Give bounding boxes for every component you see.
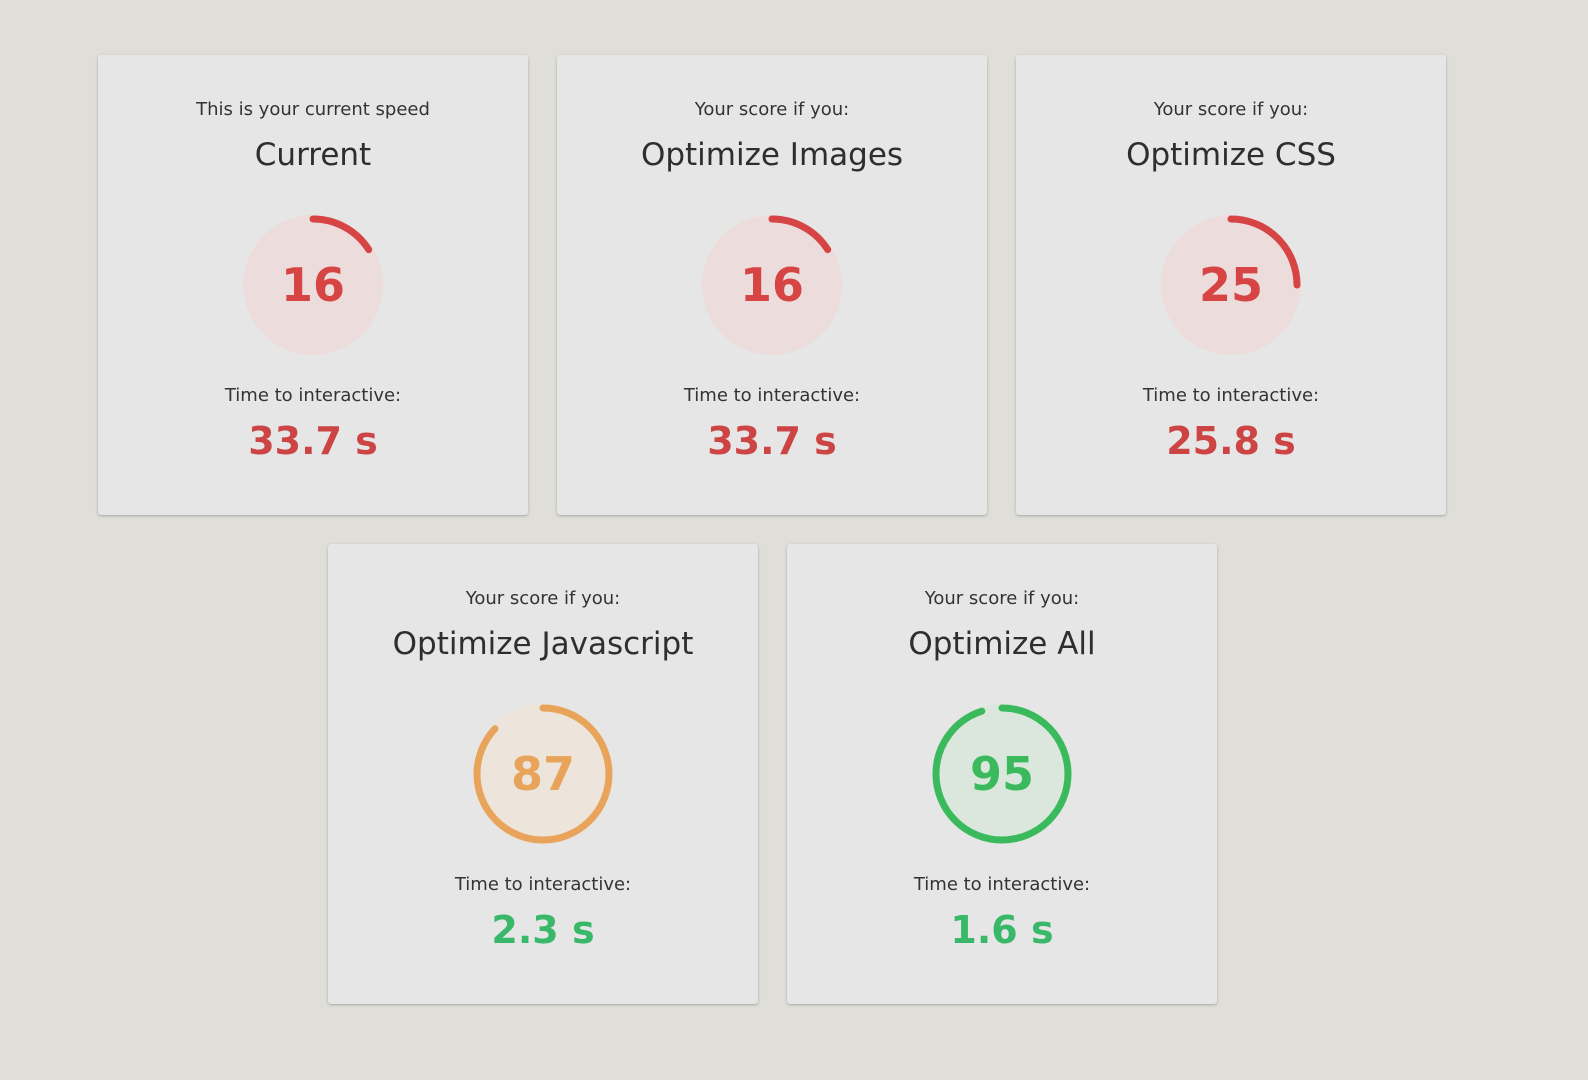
tti-value: 33.7 s	[707, 419, 837, 463]
tti-value: 33.7 s	[248, 419, 378, 463]
tti-label: Time to interactive:	[1142, 385, 1320, 406]
tti-label: Time to interactive:	[683, 385, 861, 406]
score-value: 25	[1198, 258, 1263, 312]
card-subtitle: Your score if you:	[1153, 99, 1309, 120]
tti-value: 2.3 s	[491, 908, 595, 952]
score-card-optimize-all: Your score if you: Optimize All 95 Time …	[787, 544, 1217, 1004]
score-card-optimize-css: Your score if you: Optimize CSS 25 Time …	[1016, 55, 1446, 515]
card-subtitle: Your score if you:	[924, 588, 1080, 609]
score-gauge: 95	[928, 700, 1076, 848]
card-subtitle: Your score if you:	[694, 99, 850, 120]
score-card-optimize-images: Your score if you: Optimize Images 16 Ti…	[557, 55, 987, 515]
card-title: Optimize Javascript	[392, 626, 694, 662]
score-gauge: 16	[698, 211, 846, 359]
score-value: 16	[739, 258, 804, 312]
card-title: Current	[254, 137, 372, 173]
score-gauge: 25	[1157, 211, 1305, 359]
score-card-optimize-javascript: Your score if you: Optimize Javascript 8…	[328, 544, 758, 1004]
card-subtitle: Your score if you:	[465, 588, 621, 609]
card-title: Optimize All	[908, 626, 1096, 662]
tti-value: 1.6 s	[950, 908, 1054, 952]
card-title: Optimize CSS	[1126, 137, 1336, 173]
tti-value: 25.8 s	[1166, 419, 1296, 463]
score-value: 95	[969, 747, 1034, 801]
score-card-current: This is your current speed Current 16 Ti…	[98, 55, 528, 515]
tti-label: Time to interactive:	[224, 385, 402, 406]
card-subtitle: This is your current speed	[196, 99, 430, 120]
score-value: 16	[280, 258, 345, 312]
score-value: 87	[510, 747, 575, 801]
tti-label: Time to interactive:	[913, 874, 1091, 895]
card-title: Optimize Images	[640, 137, 904, 173]
score-gauge: 87	[469, 700, 617, 848]
score-gauge: 16	[239, 211, 387, 359]
tti-label: Time to interactive:	[454, 874, 632, 895]
